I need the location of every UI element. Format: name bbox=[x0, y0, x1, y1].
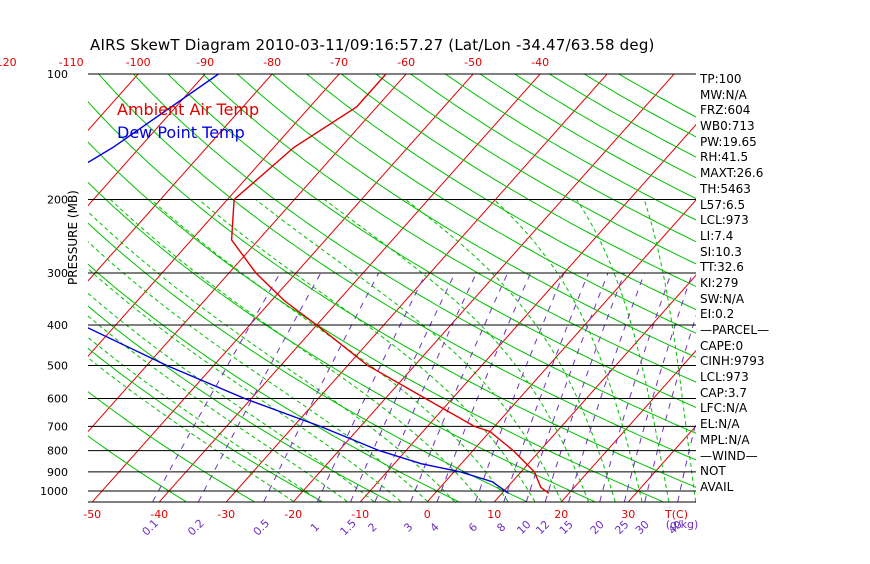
top-temp-tick-label: -70 bbox=[330, 56, 348, 69]
bottom-temp-tick-label: -30 bbox=[217, 508, 235, 521]
moist-adiabat-line bbox=[405, 200, 615, 502]
index-item: AVAIL bbox=[700, 480, 769, 496]
bottom-temp-tick-label: -50 bbox=[83, 508, 101, 521]
chart-title: AIRS SkewT Diagram 2010-03-11/09:16:57.2… bbox=[90, 36, 655, 54]
top-temp-tick-label: -120 bbox=[0, 56, 17, 69]
legend-ambient-air-temp: Ambient Air Temp bbox=[117, 100, 259, 119]
mixing-ratio-label: 4 bbox=[428, 520, 442, 534]
index-item: LI:7.4 bbox=[700, 229, 769, 245]
index-item: MPL:N/A bbox=[700, 433, 769, 449]
isotherm-line bbox=[830, 65, 870, 502]
index-item: CAPE:0 bbox=[700, 339, 769, 355]
top-temp-tick-label: -50 bbox=[464, 56, 482, 69]
index-item: EL:N/A bbox=[700, 417, 769, 433]
mixing-ratio-line bbox=[624, 273, 692, 502]
mixing-ratio-label: 8 bbox=[494, 520, 508, 534]
mixing-ratio-unit-label: (g/kg) bbox=[666, 518, 699, 531]
moist-adiabat-line bbox=[324, 200, 588, 502]
mixing-ratio-label: 1 bbox=[308, 520, 322, 534]
moist-adiabat-line bbox=[577, 200, 669, 502]
mixing-ratio-line bbox=[600, 273, 671, 502]
pressure-tick-label: 800 bbox=[47, 445, 68, 458]
bottom-temp-tick-label: 0 bbox=[424, 508, 431, 521]
isotherm-line bbox=[763, 65, 870, 502]
moist-adiabat-line bbox=[494, 200, 642, 502]
dry-adiabat-line bbox=[470, 67, 870, 502]
bottom-temp-tick-label: -10 bbox=[351, 508, 369, 521]
top-temp-tick-label: -40 bbox=[531, 56, 549, 69]
dry-adiabat-line bbox=[401, 67, 870, 502]
mixing-ratio-line bbox=[504, 273, 589, 502]
index-item: TP:100 bbox=[700, 72, 769, 88]
index-item: LCL:973 bbox=[700, 213, 769, 229]
pressure-tick-label: 500 bbox=[47, 359, 68, 372]
moist-adiabat-line bbox=[199, 200, 535, 502]
index-item: MW:N/A bbox=[700, 88, 769, 104]
index-item: L57:6.5 bbox=[700, 198, 769, 214]
index-item: CAP:3.7 bbox=[700, 386, 769, 402]
mixing-ratio-line bbox=[264, 273, 379, 502]
pressure-tick-label: 200 bbox=[47, 194, 68, 207]
index-item: EI:0.2 bbox=[700, 307, 769, 323]
top-temp-tick-label: -100 bbox=[126, 56, 151, 69]
index-item: MAXT:26.6 bbox=[700, 166, 769, 182]
mixing-ratio-label: 3 bbox=[401, 520, 415, 534]
index-item: FRZ:604 bbox=[700, 103, 769, 119]
moist-adiabat-line bbox=[256, 200, 562, 502]
index-item: WB0:713 bbox=[700, 119, 769, 135]
dry-adiabat-line bbox=[230, 67, 870, 502]
pressure-tick-label: 400 bbox=[47, 319, 68, 332]
dry-adiabat-line bbox=[333, 67, 870, 502]
mixing-ratio-label: 0.5 bbox=[251, 517, 273, 539]
mixing-ratio-label: 0.2 bbox=[185, 517, 207, 539]
pressure-tick-label: 300 bbox=[47, 267, 68, 280]
top-temp-tick-label: -80 bbox=[263, 56, 281, 69]
legend-dew-point-temp: Dew Point Temp bbox=[117, 123, 245, 142]
index-item: CINH:9793 bbox=[700, 354, 769, 370]
mixing-ratio-label: 6 bbox=[466, 520, 480, 534]
isotherm-line bbox=[0, 65, 12, 502]
mixing-ratio-label: 2 bbox=[366, 520, 380, 534]
bottom-temp-tick-label: -20 bbox=[284, 508, 302, 521]
y-axis-label: PRESSURE (MB) bbox=[66, 190, 80, 285]
index-item: TT:32.6 bbox=[700, 260, 769, 276]
mixing-ratio-label: 20 bbox=[588, 518, 607, 537]
moist-adiabat-line bbox=[111, 200, 482, 502]
index-item: LFC:N/A bbox=[700, 401, 769, 417]
index-item: SI:10.3 bbox=[700, 245, 769, 261]
top-temp-tick-label: -60 bbox=[397, 56, 415, 69]
top-temp-tick-label: -110 bbox=[59, 56, 84, 69]
mixing-ratio-line bbox=[411, 273, 508, 502]
index-section-parcel: —PARCEL— bbox=[700, 323, 769, 339]
index-item: KI:279 bbox=[700, 276, 769, 292]
mixing-ratio-label: 12 bbox=[533, 518, 552, 537]
index-item: SW:N/A bbox=[700, 292, 769, 308]
pressure-tick-label: 700 bbox=[47, 420, 68, 433]
bottom-temp-tick-label: 10 bbox=[487, 508, 501, 521]
mixing-ratio-label: 10 bbox=[514, 518, 533, 537]
index-item: NOT bbox=[700, 464, 769, 480]
stability-indices-list: TP:100 MW:N/A FRZ:604 WB0:713 PW:19.65 R… bbox=[700, 72, 769, 496]
top-temp-tick-label: -90 bbox=[196, 56, 214, 69]
index-item: PW:19.65 bbox=[700, 135, 769, 151]
index-item: RH:41.5 bbox=[700, 150, 769, 166]
pressure-tick-label: 100 bbox=[47, 68, 68, 81]
mixing-ratio-line bbox=[318, 273, 426, 502]
index-item: TH:5463 bbox=[700, 182, 769, 198]
index-item: LCL:973 bbox=[700, 370, 769, 386]
index-section-wind: —WIND— bbox=[700, 449, 769, 465]
pressure-tick-label: 900 bbox=[47, 466, 68, 479]
dry-adiabat-line bbox=[436, 67, 870, 502]
moist-adiabat-line bbox=[0, 200, 294, 502]
pressure-tick-label: 600 bbox=[47, 392, 68, 405]
pressure-tick-label: 1000 bbox=[40, 485, 68, 498]
mixing-ratio-label: 30 bbox=[633, 518, 652, 537]
dry-adiabat-line bbox=[367, 67, 870, 502]
